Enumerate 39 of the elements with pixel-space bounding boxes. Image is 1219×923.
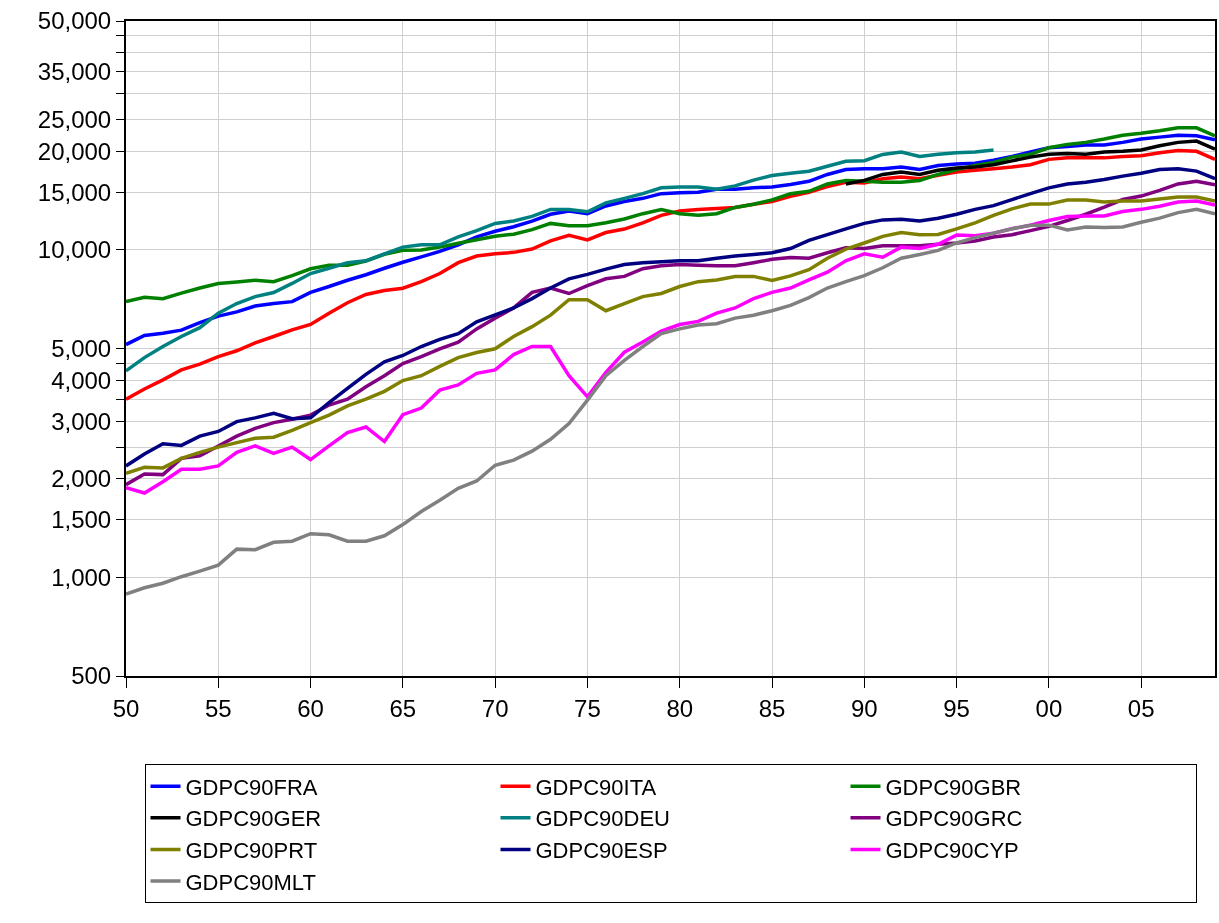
y-tick-label: 3,000 [51,407,112,435]
legend-label: GDPC90CYP [885,838,1019,864]
y-tick-label: 1,500 [51,506,112,534]
y-tick-label: 25,000 [37,105,112,133]
x-tick-label: 95 [943,694,970,722]
x-tick-label: 75 [574,694,601,722]
y-tick-label: 5,000 [51,334,112,362]
y-tick-label: 35,000 [37,58,112,86]
line-series [126,148,996,373]
x-tick-label: 05 [1127,694,1155,722]
legend-label: GDPC90GBR [885,774,1022,800]
line-series [126,207,1215,596]
legend-label: GDPC90GRC [885,806,1023,832]
legend-label: GDPC90DEU [535,806,670,832]
x-tick-label: 60 [297,694,324,722]
x-tick-label: 50 [112,694,140,722]
x-tick-label: 55 [204,694,232,722]
x-tick-label: 80 [666,694,694,722]
y-tick-label: 50,000 [37,7,112,35]
legend-label: GDPC90PRT [185,838,318,864]
legend-label: GDPC90MLT [185,869,316,895]
legend-label: GDPC90ESP [535,838,668,864]
line-series [126,133,1215,347]
y-tick-label: 15,000 [37,178,112,206]
x-tick-label: 00 [1035,694,1063,722]
x-tick-label: 85 [758,694,786,722]
x-tick-label: 70 [481,694,509,722]
y-tick-label: 500 [71,662,112,690]
y-tick-label: 1,000 [51,563,112,591]
line-series [126,126,1215,304]
x-tick-label: 65 [389,694,417,722]
legend-label: GDPC90FRA [185,774,318,800]
y-tick-label: 10,000 [37,236,112,264]
x-tick-label: 90 [850,694,878,722]
legend-label: GDPC90ITA [535,774,657,800]
legend-label: GDPC90GER [185,806,322,832]
y-tick-label: 20,000 [37,137,112,165]
y-tick-label: 4,000 [51,366,112,394]
y-tick-label: 2,000 [51,465,112,493]
